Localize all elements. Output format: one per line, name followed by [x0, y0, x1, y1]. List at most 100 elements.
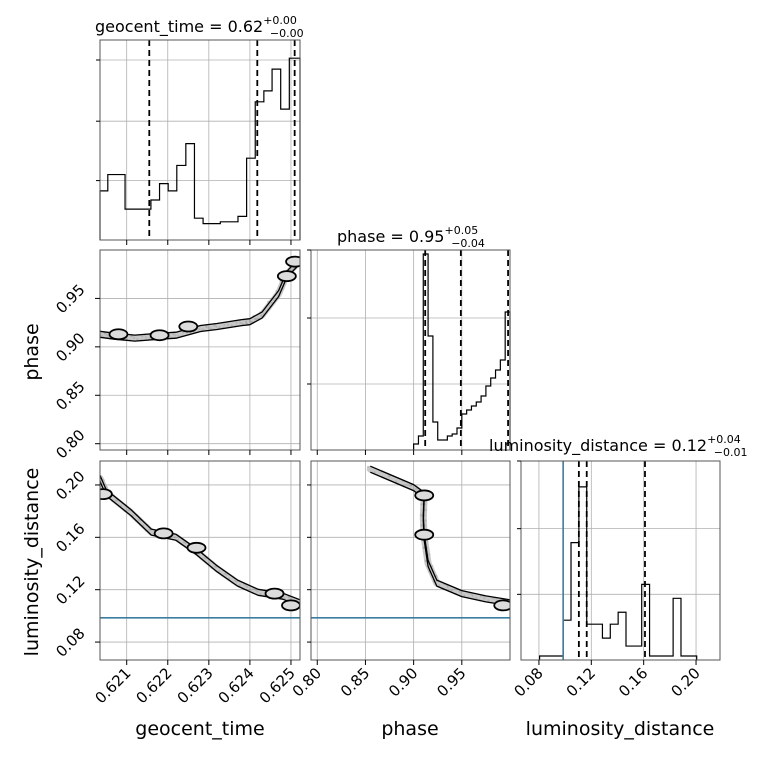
- scatter-point: [97, 475, 99, 477]
- tick-label-y-luminosity-distance: 0.12: [52, 572, 88, 608]
- contour-peak: [281, 599, 300, 612]
- panel-2d-geocent-time-vs-phase: [99, 249, 301, 451]
- hist-bar-geocent-time: [220, 222, 229, 240]
- hist-bar-geocent-time: [116, 175, 125, 240]
- hist-bar-geocent-time: [160, 184, 169, 240]
- hist-bar-phase: [462, 414, 467, 450]
- contour-line: [100, 258, 300, 336]
- hist-bar-luminosity-distance: [595, 624, 603, 660]
- xlabel-geocent-time: geocent_time: [135, 718, 264, 740]
- density-band: [100, 258, 300, 342]
- hist-bar-phase: [433, 422, 438, 450]
- panel-diag-luminosity-distance: [520, 460, 721, 661]
- contour-peak: [276, 270, 297, 283]
- hist-bar-geocent-time: [203, 224, 212, 240]
- tick-label-y-phase: 0.85: [52, 378, 88, 414]
- hist-bar-geocent-time: [229, 222, 238, 240]
- hist-bar-geocent-time: [272, 69, 281, 240]
- hist-step-phase: [413, 253, 511, 450]
- hist-bar-geocent-time: [264, 91, 272, 240]
- tick-label-y-phase: 0.80: [52, 426, 88, 462]
- tick-label-y-luminosity-distance: 0.20: [52, 467, 88, 503]
- hist-bar-geocent-time: [238, 216, 247, 240]
- scatter-point: [97, 331, 99, 333]
- contour-peak: [149, 329, 170, 342]
- tick-label-y-luminosity-distance: 0.08: [52, 624, 88, 660]
- tick-label-x-phase: 0.95: [433, 664, 469, 700]
- hist-step-geocent-time: [99, 57, 301, 240]
- hist-bar-phase: [438, 440, 443, 450]
- hist-bar-luminosity-distance: [634, 646, 642, 660]
- hist-bar-luminosity-distance: [563, 620, 571, 660]
- density-band: [100, 474, 300, 607]
- hist-bar-luminosity-distance: [610, 624, 618, 660]
- hist-bar-geocent-time: [134, 209, 143, 240]
- tick-label-y-luminosity-distance: 0.16: [52, 520, 88, 556]
- hist-bar-luminosity-distance: [618, 612, 626, 660]
- panel-2d-content: [97, 255, 300, 342]
- tick-label-x-phase: 0.85: [337, 664, 373, 700]
- hist-step-luminosity-distance: [538, 486, 698, 660]
- hist-bar-geocent-time: [100, 191, 108, 240]
- hist-bar-phase: [476, 402, 481, 450]
- contour-peak: [153, 527, 174, 540]
- tick-label-x-geocent-time: 0.623: [174, 664, 217, 707]
- tick-label-x-phase: 0.90: [385, 664, 421, 700]
- hist-bar-phase: [418, 436, 423, 450]
- tick-label-x-luminosity-distance: 0.08: [510, 664, 546, 700]
- contour-peak: [414, 528, 435, 541]
- hist-bar-phase: [414, 444, 419, 450]
- hist-bar-phase: [443, 440, 448, 450]
- hist-bar-phase: [471, 406, 476, 450]
- hist-bar-geocent-time: [186, 144, 195, 240]
- hist-bar-geocent-time: [281, 109, 290, 240]
- contour-peak: [285, 255, 300, 268]
- title-phase: phase = 0.95+0.05 −0.04: [337, 224, 485, 250]
- xlabel-luminosity-distance: luminosity_distance: [526, 718, 715, 740]
- contour-line: [370, 465, 510, 601]
- contour-peak: [186, 541, 207, 554]
- contour-peak: [414, 489, 435, 502]
- tick-label-y-phase: 0.90: [52, 329, 88, 365]
- hist-bar-phase: [481, 396, 486, 450]
- tick-label-x-luminosity-distance: 0.20: [668, 664, 704, 700]
- panel-diag-phase: [310, 249, 511, 451]
- panel-diag-geocent-time: [99, 39, 301, 241]
- hist-bar-phase: [467, 410, 472, 450]
- hist-bar-geocent-time: [125, 209, 134, 240]
- title-luminosity-distance: luminosity_distance = 0.12+0.04 −0.01: [489, 433, 748, 459]
- hist-bar-geocent-time: [151, 200, 160, 240]
- hist-bar-geocent-time: [168, 191, 177, 240]
- tick-label-x-geocent-time: 0.622: [132, 664, 175, 707]
- hist-bar-luminosity-distance: [626, 646, 634, 660]
- title-geocent-time: geocent_time = 0.62+0.00 −0.00: [95, 14, 304, 40]
- ylabel-luminosity-distance: luminosity_distance: [21, 468, 43, 657]
- contour-peak: [178, 320, 199, 333]
- density-band: [366, 465, 510, 607]
- panel-2d-content: [366, 465, 510, 612]
- contour-peak: [108, 328, 129, 341]
- panel-2d-phase-vs-luminosity-distance: [310, 460, 511, 661]
- hist-bar-geocent-time: [212, 224, 221, 240]
- tick-label-x-phase: 0.80: [289, 664, 325, 700]
- xlabel-phase: phase: [381, 718, 438, 740]
- tick-label-y-phase: 0.95: [52, 281, 88, 317]
- contour-line: [100, 264, 300, 342]
- contour-peak: [493, 599, 510, 612]
- hist-bar-luminosity-distance: [579, 487, 587, 660]
- tick-label-x-geocent-time: 0.624: [215, 664, 258, 707]
- hist-bar-luminosity-distance: [571, 543, 579, 660]
- tick-label-x-luminosity-distance: 0.12: [563, 664, 599, 700]
- hist-bar-geocent-time: [194, 218, 203, 240]
- hist-bar-geocent-time: [177, 165, 186, 240]
- hist-bar-geocent-time: [247, 158, 256, 240]
- hist-bar-phase: [447, 436, 452, 450]
- hist-bar-phase: [428, 336, 433, 450]
- contour-peak: [264, 587, 285, 600]
- hist-bar-luminosity-distance: [673, 598, 681, 660]
- panel-2d-geocent-time-vs-luminosity-distance: [99, 460, 301, 661]
- tick-label-x-luminosity-distance: 0.16: [615, 664, 651, 700]
- ylabel-phase: phase: [21, 323, 43, 380]
- hist-bar-luminosity-distance: [602, 638, 610, 660]
